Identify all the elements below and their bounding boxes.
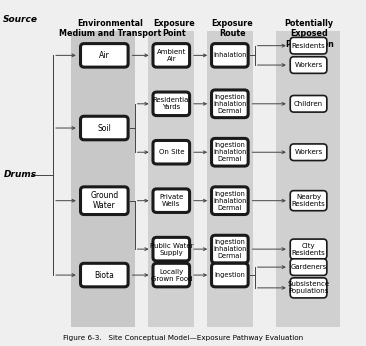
FancyBboxPatch shape: [290, 95, 327, 112]
FancyBboxPatch shape: [290, 57, 327, 73]
Text: Workers: Workers: [294, 62, 323, 68]
Text: Air: Air: [99, 51, 110, 60]
Text: Ingestion
Inhalation
Dermal: Ingestion Inhalation Dermal: [213, 142, 247, 162]
Text: Exposure
Point: Exposure Point: [153, 19, 195, 38]
Text: Gardeners: Gardeners: [290, 264, 327, 270]
FancyBboxPatch shape: [81, 187, 128, 215]
Text: Exposure
Route: Exposure Route: [212, 19, 253, 38]
FancyBboxPatch shape: [153, 140, 190, 164]
Text: Residential
Yards: Residential Yards: [152, 97, 190, 110]
FancyBboxPatch shape: [153, 237, 190, 261]
FancyBboxPatch shape: [212, 138, 248, 166]
FancyBboxPatch shape: [290, 144, 327, 161]
Text: Ambient
Air: Ambient Air: [157, 49, 186, 62]
Text: Potentially
Exposed
Population: Potentially Exposed Population: [285, 19, 334, 49]
Text: Children: Children: [294, 101, 323, 107]
FancyBboxPatch shape: [81, 263, 128, 287]
Text: Inhalation: Inhalation: [213, 52, 247, 58]
Bar: [71, 31, 135, 327]
Text: On Site: On Site: [158, 149, 184, 155]
Text: Ingestion
Inhalation
Dermal: Ingestion Inhalation Dermal: [213, 94, 247, 114]
FancyBboxPatch shape: [153, 92, 190, 116]
FancyBboxPatch shape: [81, 116, 128, 140]
FancyBboxPatch shape: [212, 187, 248, 215]
Text: Biota: Biota: [94, 271, 114, 280]
Text: Ingestion: Ingestion: [214, 272, 245, 278]
Text: Subsistence
Populations: Subsistence Populations: [287, 281, 330, 294]
FancyBboxPatch shape: [212, 90, 248, 118]
FancyBboxPatch shape: [290, 191, 327, 211]
FancyBboxPatch shape: [212, 235, 248, 263]
Bar: [148, 31, 194, 327]
Text: Residents: Residents: [292, 43, 325, 49]
FancyBboxPatch shape: [81, 44, 128, 67]
Text: Figure 6-3.   Site Conceptual Model—Exposure Pathway Evaluation: Figure 6-3. Site Conceptual Model—Exposu…: [63, 335, 303, 342]
Bar: [276, 31, 340, 327]
Bar: [207, 31, 253, 327]
Text: Locally
Grown Food: Locally Grown Food: [150, 268, 192, 282]
FancyBboxPatch shape: [153, 44, 190, 67]
Text: Soil: Soil: [97, 124, 111, 133]
Text: City
Residents: City Residents: [292, 243, 325, 256]
Text: Public Water
Supply: Public Water Supply: [150, 243, 193, 256]
FancyBboxPatch shape: [290, 259, 327, 275]
Text: Source: Source: [3, 15, 38, 24]
FancyBboxPatch shape: [153, 189, 190, 212]
Text: Drums: Drums: [4, 170, 37, 179]
FancyBboxPatch shape: [212, 263, 248, 287]
Text: Ingestion
Inhalation
Dermal: Ingestion Inhalation Dermal: [213, 191, 247, 211]
FancyBboxPatch shape: [290, 278, 327, 298]
FancyBboxPatch shape: [290, 239, 327, 259]
FancyBboxPatch shape: [212, 44, 248, 67]
Text: Workers: Workers: [294, 149, 323, 155]
Text: Environmental
Medium and Transport: Environmental Medium and Transport: [59, 19, 161, 38]
Text: Ingestion
Inhalation
Dermal: Ingestion Inhalation Dermal: [213, 239, 247, 259]
FancyBboxPatch shape: [290, 37, 327, 54]
Text: Ground
Water: Ground Water: [90, 191, 119, 210]
Text: Nearby
Residents: Nearby Residents: [292, 194, 325, 207]
FancyBboxPatch shape: [153, 263, 190, 287]
Text: Private
Wells: Private Wells: [159, 194, 183, 207]
